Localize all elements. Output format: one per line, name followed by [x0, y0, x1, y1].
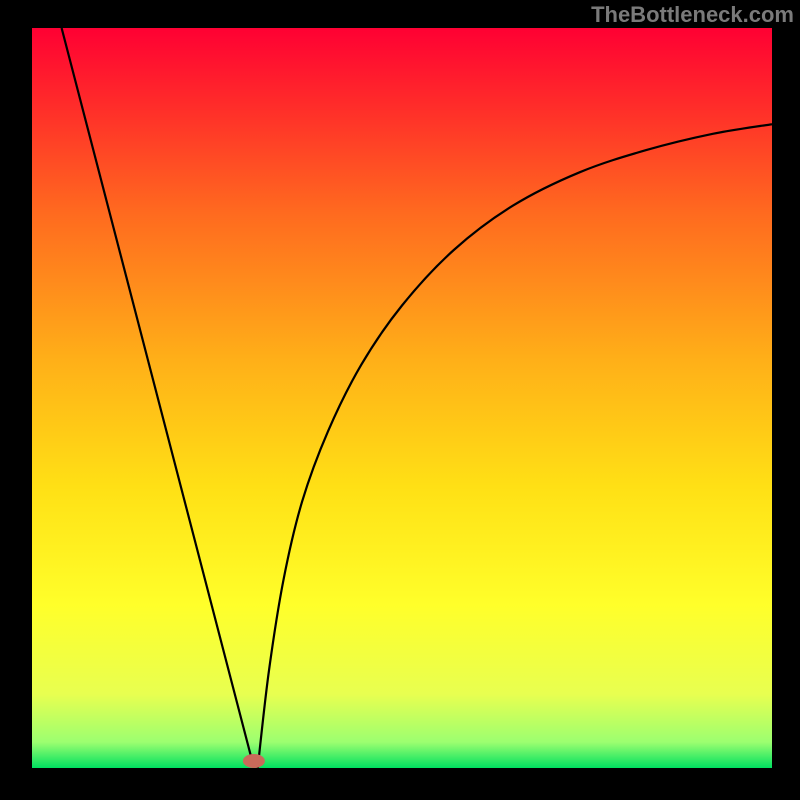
plot-area: [32, 28, 772, 768]
watermark-text: TheBottleneck.com: [591, 2, 794, 28]
curve-layer: [32, 28, 772, 768]
curve-left-branch: [62, 28, 254, 768]
chart-container: TheBottleneck.com: [0, 0, 800, 800]
curve-right-branch: [258, 124, 772, 768]
